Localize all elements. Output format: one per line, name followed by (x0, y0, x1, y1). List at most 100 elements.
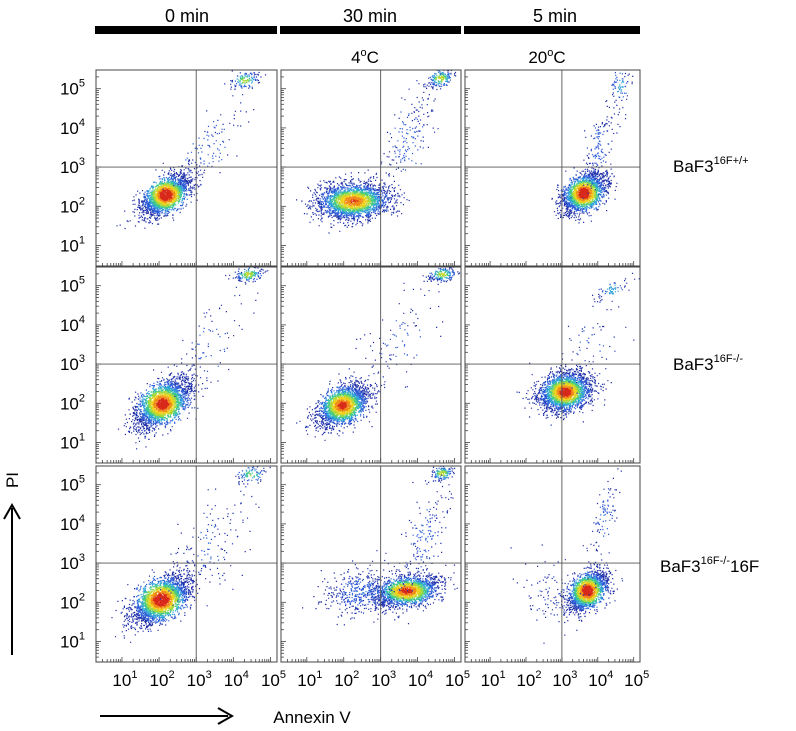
x-tick-label: 103 (187, 669, 212, 690)
panel-frame (280, 266, 462, 464)
y-tick-label: 102 (60, 392, 85, 413)
column-condition-2: 20oC (528, 47, 565, 67)
panel-dots (117, 267, 269, 450)
axis-labels: Annexin V PI (3, 472, 351, 727)
panel-r0-c2 (464, 69, 641, 267)
density-points (436, 469, 448, 477)
density-points (152, 395, 173, 413)
density-points (431, 71, 450, 85)
density-points (156, 398, 170, 411)
panel-frame (280, 465, 462, 663)
column-header-0: 0 min (165, 6, 209, 26)
density-points (116, 160, 206, 230)
x-tick-label: 101 (481, 669, 506, 690)
panel-ticks (95, 266, 271, 464)
density-points (598, 282, 623, 295)
density-points (429, 70, 452, 87)
x-tick-label: 103 (552, 669, 577, 690)
panel-ticks (464, 465, 635, 663)
density-points (556, 385, 575, 399)
x-tick-label: 102 (150, 669, 175, 690)
column-header-1: 30 min (343, 6, 397, 26)
density-points (423, 70, 457, 91)
density-points (400, 587, 413, 595)
panel-r1-c2 (464, 266, 641, 464)
density-points (337, 577, 387, 608)
x-tick-label: 104 (224, 669, 249, 690)
density-points (434, 73, 448, 83)
density-points (433, 466, 452, 481)
panel-r1-c1 (280, 266, 462, 464)
x-tick-labels: 101 102 103 104 105 101 102 103 104 105 101 102 103 1… (112, 669, 649, 690)
panel-frame (464, 69, 641, 267)
panel-ticks (280, 266, 455, 464)
density-points (185, 121, 226, 173)
density-points (296, 169, 410, 234)
density-points (605, 284, 619, 295)
density-points (139, 471, 262, 619)
density-points (244, 271, 253, 278)
density-points (410, 508, 439, 568)
y-tick-label: 102 (60, 195, 85, 216)
density-points (440, 473, 442, 475)
y-tick-label: 102 (60, 591, 85, 612)
density-points (389, 111, 424, 171)
panel-dots (510, 466, 624, 644)
panel-dots (296, 70, 457, 234)
density-points (611, 72, 628, 99)
panel-ticks (280, 465, 455, 663)
density-points (362, 591, 367, 595)
y-tick-label: 101 (60, 432, 85, 453)
x-tick-label: 102 (516, 669, 541, 690)
density-points (576, 330, 605, 355)
density-points (552, 552, 624, 624)
x-tick-label: 104 (588, 669, 613, 690)
panel-frame (280, 69, 462, 267)
density-points (159, 189, 173, 201)
density-points (349, 267, 455, 391)
y-tick-labels: 101 102 103 104 105 101 102 103 104 105 101 102 103 1… (60, 78, 85, 652)
panel-dots (296, 267, 461, 441)
density-points (187, 524, 225, 567)
row-labels: BaF316F+/+ BaF316F-/- BaF316F-/-16F (660, 155, 759, 576)
density-points (236, 267, 262, 281)
x-tick-label: 102 (334, 669, 359, 690)
x-axis-label: Annexin V (273, 708, 351, 727)
panel-r1-c0 (95, 266, 278, 464)
density-points (152, 592, 170, 607)
panel-ticks (464, 69, 635, 267)
density-points (224, 70, 267, 97)
panel-dots (116, 70, 267, 230)
column-bar-1 (280, 26, 461, 34)
panel-r0-c1 (280, 69, 462, 267)
column-bar-0 (95, 26, 277, 34)
density-points (111, 553, 213, 643)
density-points (531, 301, 635, 394)
density-points (249, 473, 252, 477)
x-tick-label: 101 (112, 669, 137, 690)
y-tick-label: 104 (60, 117, 85, 138)
x-axis-arrow-head (217, 707, 235, 725)
plot-panels (95, 69, 641, 663)
density-points (237, 466, 264, 482)
density-points (378, 73, 442, 204)
density-points (429, 267, 455, 282)
row-label-1: BaF316F-/- (673, 353, 743, 374)
x-tick-label: 105 (445, 669, 470, 690)
y-tick-label: 104 (60, 314, 85, 335)
density-points (578, 187, 590, 200)
density-points (245, 471, 258, 478)
panel-r2-c1 (280, 465, 462, 663)
x-tick-label: 103 (371, 669, 396, 690)
y-tick-label: 101 (60, 631, 85, 652)
column-condition-1: 4oC (351, 47, 379, 67)
density-points (438, 470, 447, 477)
panel-frame (464, 465, 641, 663)
y-tick-label: 103 (60, 353, 85, 374)
density-points (603, 514, 605, 516)
column-bar-2 (464, 26, 640, 34)
panel-dots (551, 70, 634, 224)
y-tick-label: 105 (60, 78, 85, 99)
density-points (241, 78, 249, 83)
density-points (350, 199, 359, 204)
